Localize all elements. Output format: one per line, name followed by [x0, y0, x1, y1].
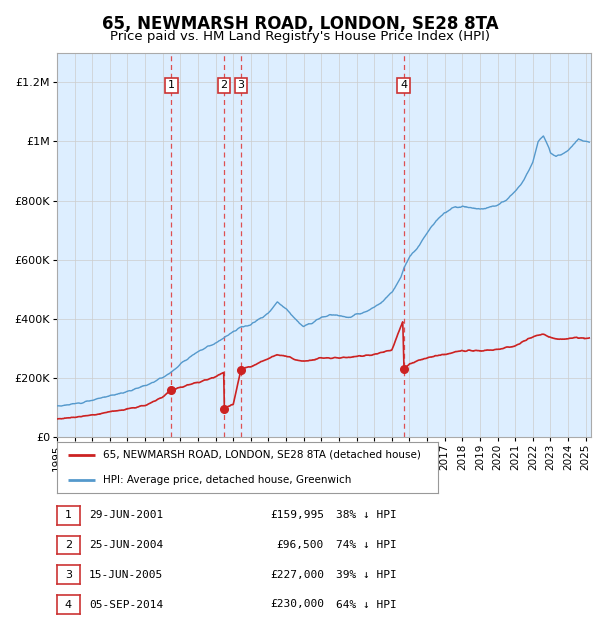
Text: 65, NEWMARSH ROAD, LONDON, SE28 8TA: 65, NEWMARSH ROAD, LONDON, SE28 8TA: [101, 16, 499, 33]
Text: 3: 3: [238, 81, 245, 91]
Text: 2: 2: [221, 81, 227, 91]
Text: £227,000: £227,000: [270, 570, 324, 580]
Text: 3: 3: [65, 570, 72, 580]
Text: 39% ↓ HPI: 39% ↓ HPI: [336, 570, 397, 580]
Text: 38% ↓ HPI: 38% ↓ HPI: [336, 510, 397, 520]
Text: HPI: Average price, detached house, Greenwich: HPI: Average price, detached house, Gree…: [103, 475, 351, 485]
Text: £159,995: £159,995: [270, 510, 324, 520]
Text: Price paid vs. HM Land Registry's House Price Index (HPI): Price paid vs. HM Land Registry's House …: [110, 30, 490, 43]
Text: 4: 4: [400, 81, 407, 91]
Text: £230,000: £230,000: [270, 600, 324, 609]
Text: 25-JUN-2004: 25-JUN-2004: [89, 540, 163, 550]
Text: 4: 4: [65, 600, 72, 609]
Text: 29-JUN-2001: 29-JUN-2001: [89, 510, 163, 520]
Text: 74% ↓ HPI: 74% ↓ HPI: [336, 540, 397, 550]
Text: 64% ↓ HPI: 64% ↓ HPI: [336, 600, 397, 609]
Text: 1: 1: [168, 81, 175, 91]
Text: 1: 1: [65, 510, 72, 520]
Text: 2: 2: [65, 540, 72, 550]
Text: 15-JUN-2005: 15-JUN-2005: [89, 570, 163, 580]
Text: 65, NEWMARSH ROAD, LONDON, SE28 8TA (detached house): 65, NEWMARSH ROAD, LONDON, SE28 8TA (det…: [103, 450, 421, 460]
Text: £96,500: £96,500: [277, 540, 324, 550]
Text: 05-SEP-2014: 05-SEP-2014: [89, 600, 163, 609]
